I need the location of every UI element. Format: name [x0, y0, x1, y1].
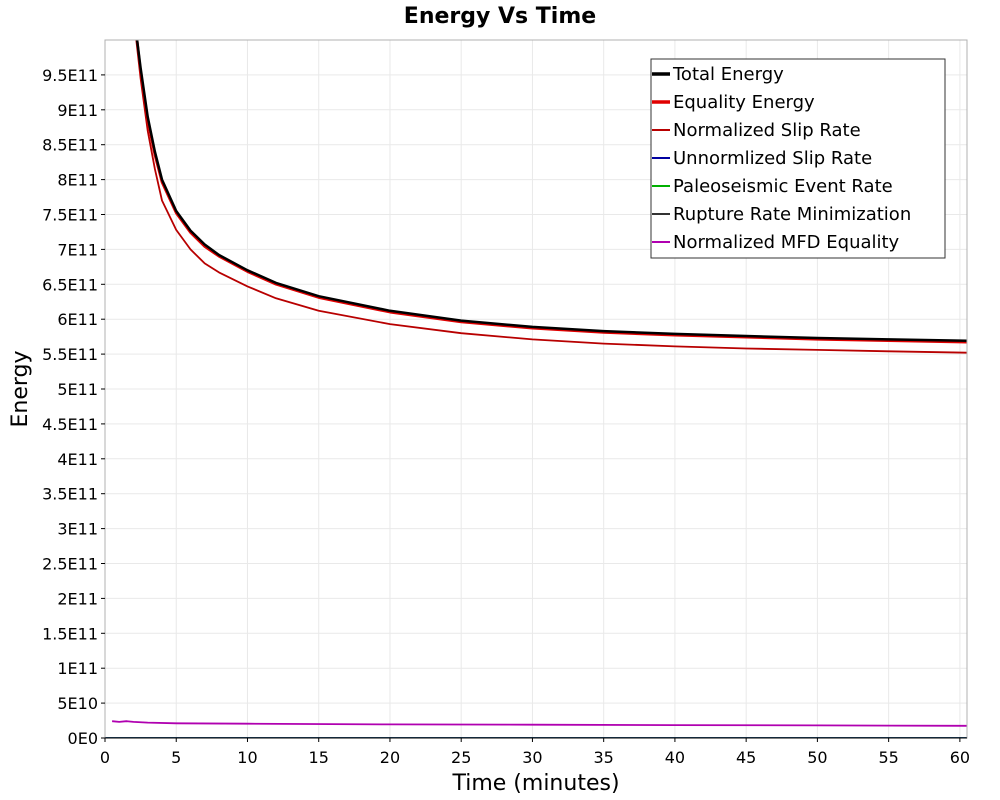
legend: Total Energy Equality Energy Normalized Sl…: [650, 58, 946, 259]
x-tick-label: 55: [878, 748, 898, 767]
y-tick-label: 3.5E11: [42, 485, 98, 504]
y-tick-label: 8.5E11: [42, 136, 98, 155]
x-axis-ticks: 0 5 10 15 20 25 30 35 40 45 50 55 60: [100, 738, 970, 767]
y-tick-label: 7.5E11: [42, 206, 98, 225]
series-layer: [105, 40, 967, 738]
x-tick-label: 45: [736, 748, 756, 767]
legend-box: [650, 58, 946, 259]
y-tick-label: 4.5E11: [42, 415, 98, 434]
chart-title: Energy Vs Time: [404, 4, 596, 29]
x-tick-label: 40: [665, 748, 685, 767]
legend-label-unnormlized-slip-rate: Unnormlized Slip Rate: [673, 148, 872, 169]
y-tick-label: 5.5E11: [42, 345, 98, 364]
x-tick-label: 20: [380, 748, 400, 767]
y-tick-label: 5E10: [57, 694, 98, 713]
x-tick-label: 15: [309, 748, 329, 767]
series-line-total-energy: [135, 40, 967, 343]
y-tick-label: 6.5E11: [42, 275, 98, 294]
x-tick-label: 0: [100, 748, 110, 767]
legend-label-total-energy: Total Energy: [672, 64, 784, 85]
y-tick-label: 5E11: [57, 380, 98, 399]
x-tick-label: 25: [451, 748, 471, 767]
y-tick-label: 8E11: [57, 171, 98, 190]
legend-label-paleoseismic-event-rate: Paleoseismic Event Rate: [673, 176, 893, 197]
y-tick-label: 9E11: [57, 101, 98, 120]
y-tick-label: 2.5E11: [42, 555, 98, 574]
series-line-normalized-slip-rate: [135, 40, 967, 354]
y-tick-label: 0E0: [68, 729, 98, 748]
x-tick-label: 10: [237, 748, 257, 767]
y-tick-label: 1E11: [57, 659, 98, 678]
x-tick-label: 5: [171, 748, 181, 767]
x-tick-label: 30: [522, 748, 542, 767]
y-tick-label: 2E11: [57, 589, 98, 608]
y-tick-label: 9.5E11: [42, 66, 98, 85]
x-tick-label: 50: [807, 748, 827, 767]
x-axis-label: Time (minutes): [451, 771, 619, 796]
legend-items: Total Energy Equality Energy Normalized Sl…: [652, 64, 911, 253]
y-tick-label: 4E11: [57, 450, 98, 469]
legend-label-normalized-slip-rate: Normalized Slip Rate: [673, 120, 861, 141]
y-axis-label: Energy: [8, 350, 33, 427]
series-line-normalized-mfd-equality: [112, 720, 967, 727]
legend-label-normalized-mfd-equality: Normalized MFD Equality: [673, 232, 900, 253]
legend-label-equality-energy: Equality Energy: [673, 92, 815, 113]
x-tick-label: 60: [950, 748, 970, 767]
y-tick-label: 3E11: [57, 520, 98, 539]
x-tick-label: 35: [593, 748, 613, 767]
y-tick-label: 6E11: [57, 310, 98, 329]
y-tick-label: 1.5E11: [42, 624, 98, 643]
legend-label-rupture-rate-minimization: Rupture Rate Minimization: [673, 204, 911, 225]
y-axis-ticks: 0E0 5E10 1E11 1.5E11 2E11 2.5E11 3E11 3.5E11 4E1…: [42, 66, 105, 748]
y-tick-label: 7E11: [57, 240, 98, 259]
